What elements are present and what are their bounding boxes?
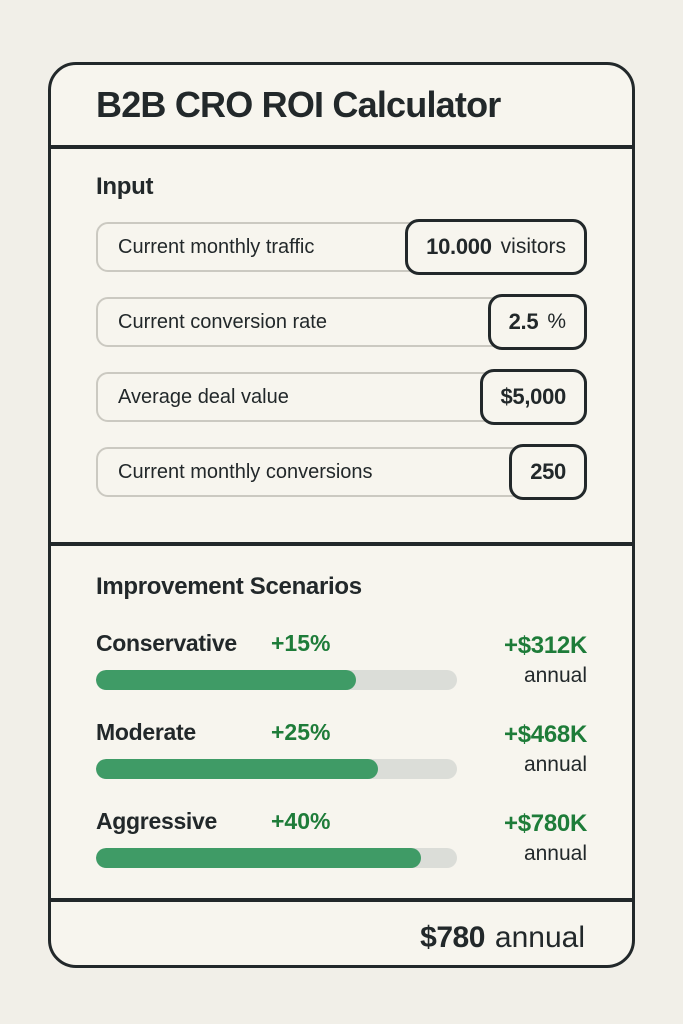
scenario-conservative-right: +$312K annual xyxy=(457,630,587,690)
scenario-row-aggressive: Aggressive +40% +$780K annual xyxy=(96,808,587,868)
conversion-rate-input[interactable]: 2.5 % xyxy=(487,294,587,350)
calculator-card: B2B CRO ROI Calculator Input Current mon… xyxy=(48,62,635,968)
card-footer: $780 annual xyxy=(51,902,632,965)
scenario-uplift: +15% xyxy=(271,630,331,656)
progress-fill xyxy=(96,848,421,868)
monthly-conversions-value: 250 xyxy=(530,459,566,484)
monthly-conversions-input[interactable]: 250 xyxy=(509,444,587,500)
total-period: annual xyxy=(494,920,585,954)
scenario-name: Conservative xyxy=(96,630,237,656)
input-row-deal-value: Average deal value $5,000 xyxy=(96,369,587,425)
monthly-traffic-input[interactable]: 10.000 visitors xyxy=(405,219,587,275)
scenario-moderate-right: +$468K annual xyxy=(457,719,587,779)
progress-track xyxy=(96,759,457,779)
progress-fill xyxy=(96,670,356,690)
scenario-gain-period: annual xyxy=(523,663,587,687)
input-row-monthly-conversions: Current monthly conversions 250 xyxy=(96,444,587,500)
monthly-traffic-value: 10.000 xyxy=(426,234,492,259)
page-title: B2B CRO ROI Calculator xyxy=(96,84,501,125)
scenario-row-moderate: Moderate +25% +$468K annual xyxy=(96,719,587,779)
monthly-traffic-unit: visitors xyxy=(500,235,566,258)
scenarios-section-heading: Improvement Scenarios xyxy=(96,573,362,600)
scenario-uplift: +40% xyxy=(271,808,331,834)
scenario-gain: +$312K xyxy=(504,632,587,659)
scenario-aggressive-right: +$780K annual xyxy=(457,808,587,868)
card-header: B2B CRO ROI Calculator xyxy=(51,65,632,149)
input-row-conversion-rate: Current conversion rate 2.5 % xyxy=(96,294,587,350)
input-row-monthly-traffic: Current monthly traffic 10.000 visitors xyxy=(96,219,587,275)
scenario-name: Aggressive xyxy=(96,808,218,834)
input-section: Input Current monthly traffic 10.000 vis… xyxy=(51,149,632,546)
progress-fill xyxy=(96,759,378,779)
progress-track xyxy=(96,848,457,868)
scenario-gain-period: annual xyxy=(523,841,587,865)
total-amount: $780 xyxy=(420,920,485,954)
deal-value-value: $5,000 xyxy=(500,384,567,409)
scenarios-section: Improvement Scenarios Conservative +15% … xyxy=(51,546,632,902)
scenario-gain: +$780K xyxy=(504,810,587,837)
scenario-gain-period: annual xyxy=(523,752,587,776)
scenario-gain: +$468K xyxy=(504,721,587,748)
scenario-aggressive-left: Aggressive +40% xyxy=(96,808,457,868)
progress-track xyxy=(96,670,457,690)
scenario-moderate-left: Moderate +25% xyxy=(96,719,457,779)
conversion-rate-value: 2.5 xyxy=(508,309,539,334)
scenario-name: Moderate xyxy=(96,719,196,745)
conversion-rate-unit: % xyxy=(547,310,566,333)
scenario-conservative-left: Conservative +15% xyxy=(96,630,457,690)
scenario-uplift: +25% xyxy=(271,719,331,745)
scenario-row-conservative: Conservative +15% +$312K annual xyxy=(96,630,587,690)
deal-value-input[interactable]: $5,000 xyxy=(479,369,587,425)
input-section-heading: Input xyxy=(96,173,154,200)
